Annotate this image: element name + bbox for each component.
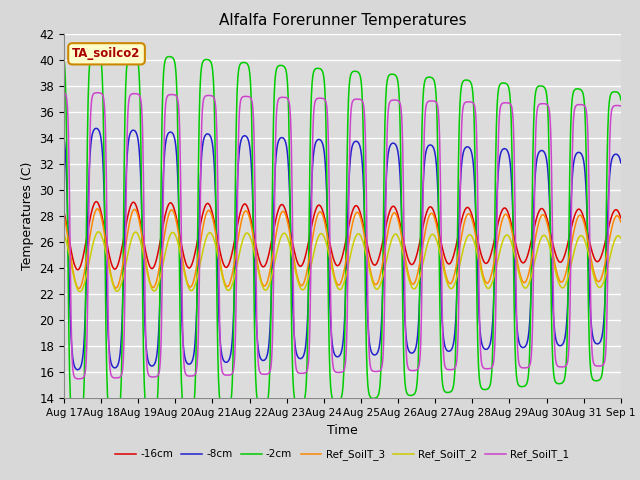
Ref_SoilT_3 (75, 286, 83, 291)
Ref_SoilT_1 (617, 103, 625, 109)
-16cm (308, 219, 316, 225)
-2cm (73, 419, 81, 425)
Ref_SoilT_3 (93, 206, 101, 212)
Ref_SoilT_3 (319, 212, 326, 218)
-2cm (297, 401, 305, 407)
-16cm (74, 267, 81, 273)
-8cm (617, 160, 625, 166)
-16cm (378, 244, 385, 250)
-2cm (92, 48, 99, 54)
Y-axis label: Temperatures (C): Temperatures (C) (20, 162, 34, 270)
-8cm (308, 164, 316, 170)
Text: TA_soilco2: TA_soilco2 (72, 48, 141, 60)
Ref_SoilT_2 (297, 286, 305, 291)
Line: Ref_SoilT_2: Ref_SoilT_2 (64, 232, 621, 291)
Ref_SoilT_1 (297, 371, 305, 376)
Ref_SoilT_3 (127, 215, 134, 221)
Ref_SoilT_3 (104, 253, 111, 259)
-16cm (319, 207, 326, 213)
-2cm (319, 69, 326, 74)
-2cm (104, 398, 111, 404)
-2cm (308, 75, 316, 81)
-16cm (60, 209, 68, 215)
-8cm (319, 141, 326, 146)
Ref_SoilT_1 (75, 376, 83, 382)
Ref_SoilT_2 (617, 235, 625, 241)
Ref_SoilT_2 (60, 231, 68, 237)
Ref_SoilT_3 (297, 283, 305, 288)
-8cm (92, 125, 100, 131)
-8cm (74, 367, 81, 372)
Ref_SoilT_1 (126, 93, 134, 98)
-16cm (104, 245, 111, 251)
Ref_SoilT_2 (127, 240, 134, 245)
X-axis label: Time: Time (327, 424, 358, 437)
Ref_SoilT_2 (76, 288, 84, 294)
Line: Ref_SoilT_1: Ref_SoilT_1 (64, 93, 621, 379)
-2cm (617, 97, 625, 103)
Line: -8cm: -8cm (64, 128, 621, 370)
Ref_SoilT_2 (104, 259, 111, 264)
-8cm (378, 318, 385, 324)
Ref_SoilT_1 (308, 165, 316, 171)
Line: Ref_SoilT_3: Ref_SoilT_3 (64, 209, 621, 288)
-8cm (127, 130, 134, 135)
-8cm (60, 135, 68, 141)
-16cm (297, 263, 305, 269)
-16cm (127, 204, 134, 209)
Ref_SoilT_2 (308, 256, 316, 262)
-16cm (617, 215, 625, 221)
Ref_SoilT_1 (60, 90, 68, 96)
Line: -2cm: -2cm (64, 51, 621, 422)
Ref_SoilT_2 (378, 278, 385, 284)
Ref_SoilT_1 (104, 266, 111, 272)
Ref_SoilT_2 (95, 229, 102, 235)
Ref_SoilT_3 (308, 236, 316, 241)
-2cm (60, 55, 68, 61)
Ref_SoilT_1 (318, 96, 326, 101)
Ref_SoilT_3 (617, 219, 625, 225)
Legend: -16cm, -8cm, -2cm, Ref_SoilT_3, Ref_SoilT_2, Ref_SoilT_1: -16cm, -8cm, -2cm, Ref_SoilT_3, Ref_Soil… (111, 445, 574, 464)
-16cm (92, 199, 100, 204)
-8cm (104, 324, 111, 330)
Ref_SoilT_1 (378, 366, 385, 372)
-2cm (127, 51, 134, 57)
Ref_SoilT_3 (378, 266, 385, 272)
Title: Alfalfa Forerunner Temperatures: Alfalfa Forerunner Temperatures (219, 13, 466, 28)
Ref_SoilT_3 (60, 213, 68, 219)
Ref_SoilT_2 (319, 231, 326, 237)
-2cm (378, 343, 385, 349)
Line: -16cm: -16cm (64, 202, 621, 270)
-8cm (297, 356, 305, 361)
